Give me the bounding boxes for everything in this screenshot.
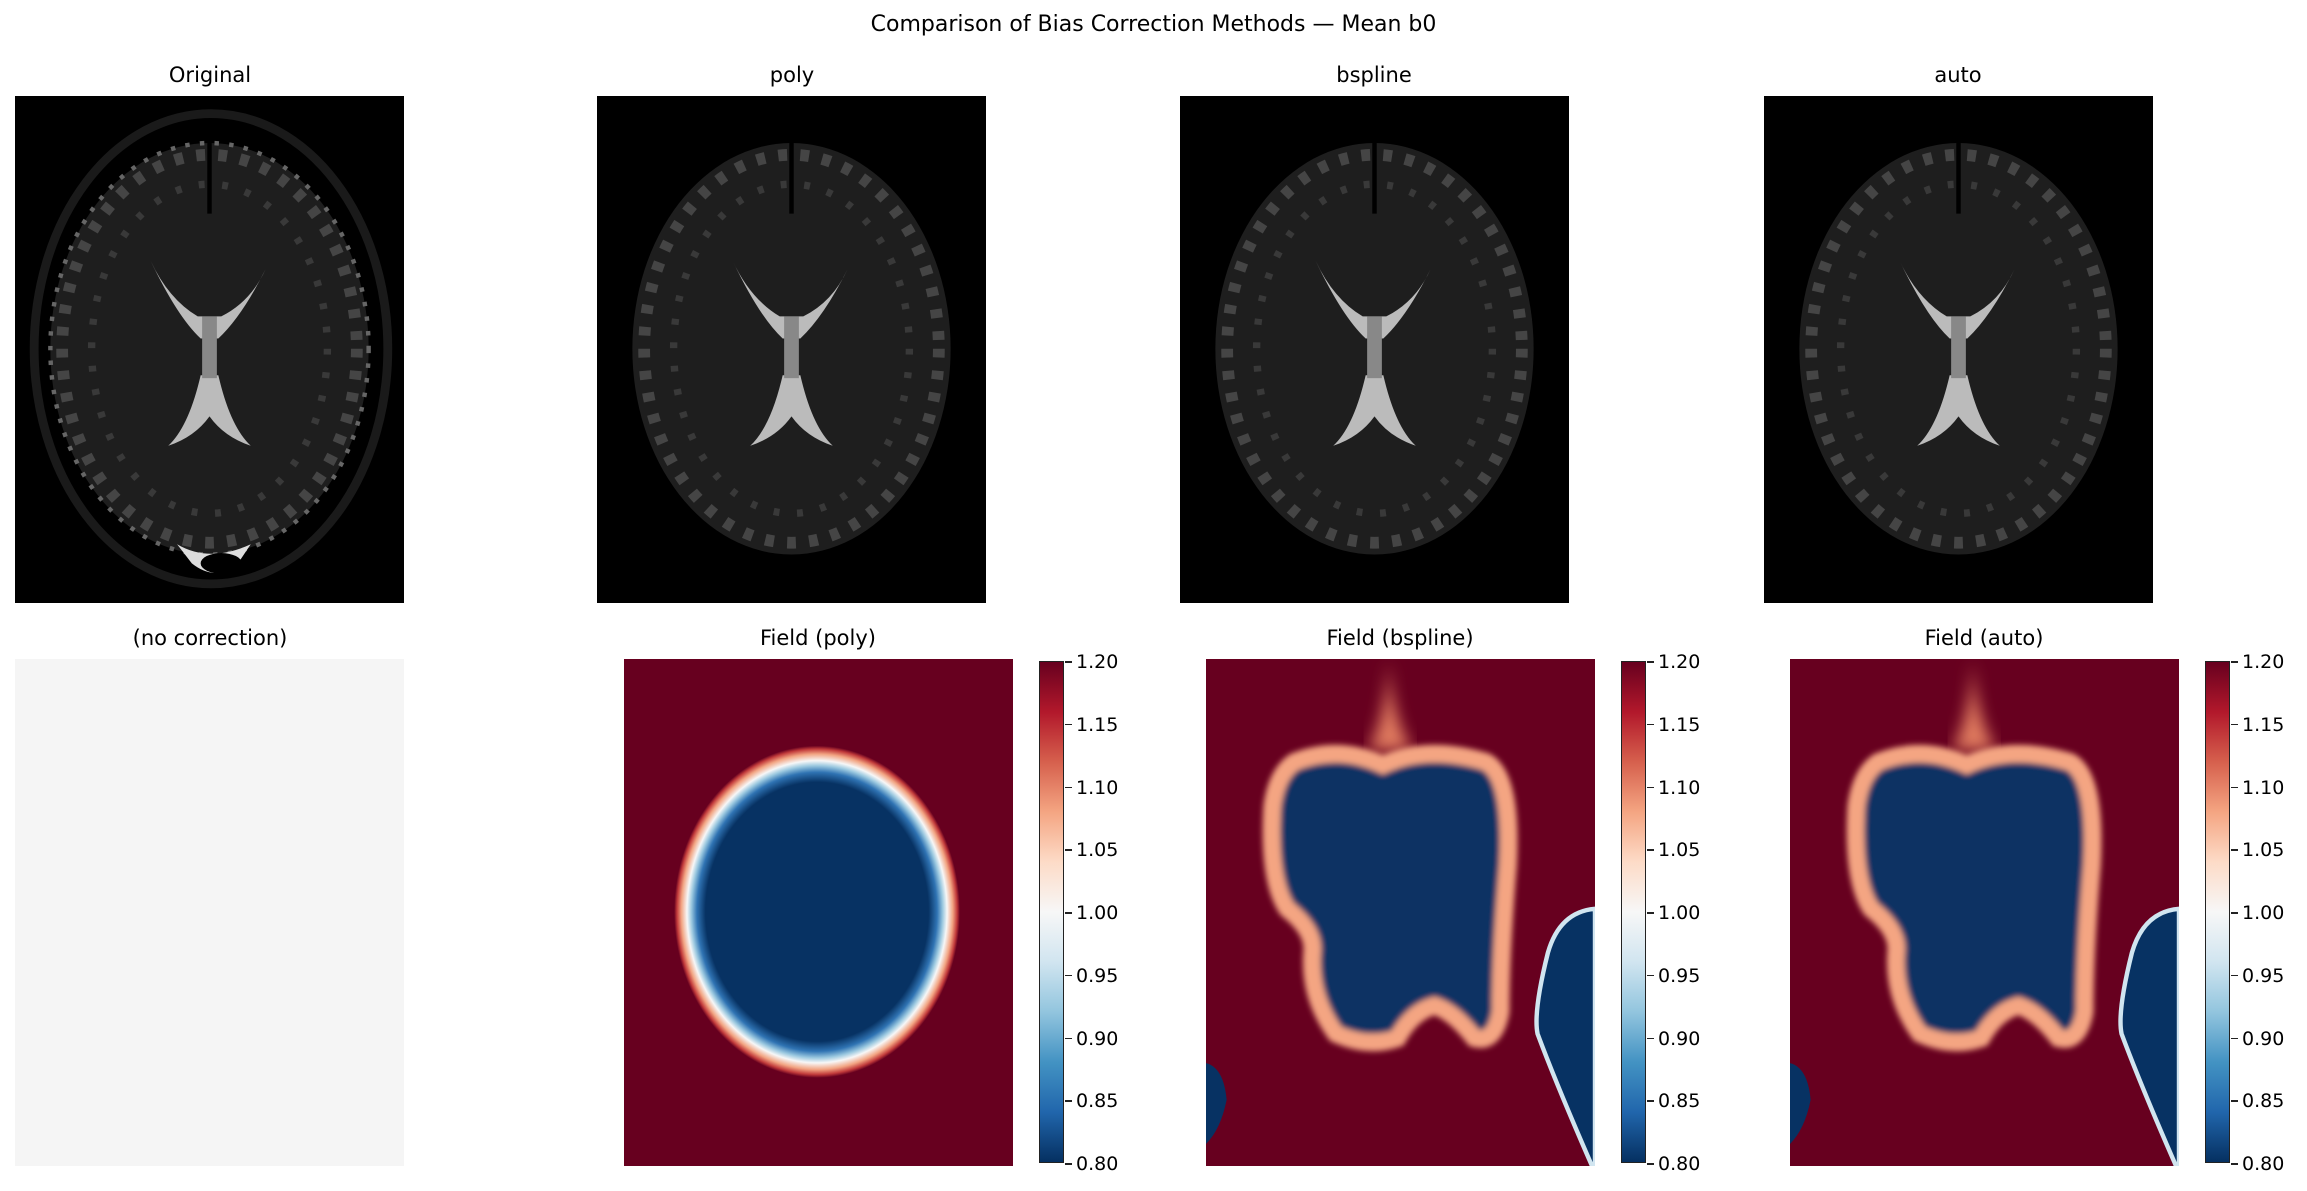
field-low-region <box>1262 744 1518 1052</box>
panel-title-original: Original <box>168 63 252 87</box>
image-bspline <box>1180 96 1569 603</box>
colorbar-tick-label: 0.95 <box>1658 964 1701 987</box>
figure-title: Comparison of Bias Correction Methods — … <box>870 12 1437 37</box>
colorbar-tick-label: 0.95 <box>2242 964 2285 987</box>
panel-title-no-correction: (no correction) <box>132 626 288 650</box>
field-low-region <box>674 745 960 1078</box>
colorbar-tick-label: 0.85 <box>2242 1090 2285 1113</box>
colorbar-tick-label: 1.10 <box>1076 776 1119 799</box>
field-plume <box>1952 659 1997 751</box>
panel-title-field-auto: Field (auto) <box>1924 626 2044 650</box>
field-low-region <box>1846 744 2102 1052</box>
colorbar-tick-label: 0.80 <box>2242 1153 2285 1175</box>
colorbar-bspline: 0.80 0.85 0.90 0.95 1.00 1.05 1.10 1.15 1.20 <box>1621 651 1700 1175</box>
field-auto <box>1790 659 2179 1166</box>
colorbar-tick-label: 1.00 <box>1076 902 1119 924</box>
field-plume <box>1368 659 1413 751</box>
colorbar-tick-label: 1.20 <box>2242 651 2285 673</box>
field-poly <box>624 659 1013 1166</box>
colorbar-tick-label: 0.95 <box>1076 964 1119 987</box>
field-low-region-left <box>1206 1063 1227 1144</box>
image-poly <box>597 96 986 603</box>
colorbar-tick-label: 0.85 <box>1658 1090 1701 1113</box>
colorbar-tick-label: 0.80 <box>1658 1153 1701 1175</box>
field-bspline <box>1206 659 1595 1166</box>
image-original <box>15 96 404 603</box>
panel-title-field-poly: Field (poly) <box>760 626 876 650</box>
colorbar-tick-label: 1.05 <box>2242 839 2285 862</box>
colorbar-tick-label: 1.15 <box>2242 713 2285 736</box>
colorbar-tick-label: 1.15 <box>1076 713 1119 736</box>
colorbar-tick-label: 1.10 <box>2242 776 2285 799</box>
colorbar-tick-label: 1.00 <box>2242 902 2285 924</box>
colorbar-tick-label: 0.80 <box>1076 1153 1119 1175</box>
panel-title-auto: auto <box>1934 63 1982 87</box>
colorbar-tick-label: 0.90 <box>1658 1027 1701 1050</box>
field-low-region-right <box>1534 906 1595 1166</box>
colorbar-tick-label: 1.00 <box>1658 902 1701 924</box>
field-no-correction <box>15 659 404 1166</box>
colorbar-tick-label: 0.90 <box>2242 1027 2285 1050</box>
colorbar-tick-label: 1.05 <box>1076 839 1119 862</box>
field-low-region-left <box>1790 1063 1811 1144</box>
colorbar-tick-label: 1.20 <box>1076 651 1119 673</box>
field-low-region-right <box>2118 906 2179 1166</box>
colorbar-poly: 0.80 0.85 0.90 0.95 1.00 1.05 1.10 1.15 1.20 <box>1039 651 1118 1175</box>
colorbar-tick-label: 1.10 <box>1658 776 1701 799</box>
colorbar-tick-label: 0.90 <box>1076 1027 1119 1050</box>
panel-title-field-bspline: Field (bspline) <box>1326 626 1474 650</box>
image-auto <box>1764 96 2153 603</box>
panel-title-bspline: bspline <box>1336 63 1412 87</box>
colorbar-tick-label: 1.15 <box>1658 713 1701 736</box>
colorbar-tick-label: 0.85 <box>1076 1090 1119 1113</box>
colorbar-auto: 0.80 0.85 0.90 0.95 1.00 1.05 1.10 1.15 1.20 <box>2205 651 2284 1175</box>
colorbar-tick-label: 1.20 <box>1658 651 1701 673</box>
panel-title-poly: poly <box>769 63 815 87</box>
colorbar-tick-label: 1.05 <box>1658 839 1701 862</box>
